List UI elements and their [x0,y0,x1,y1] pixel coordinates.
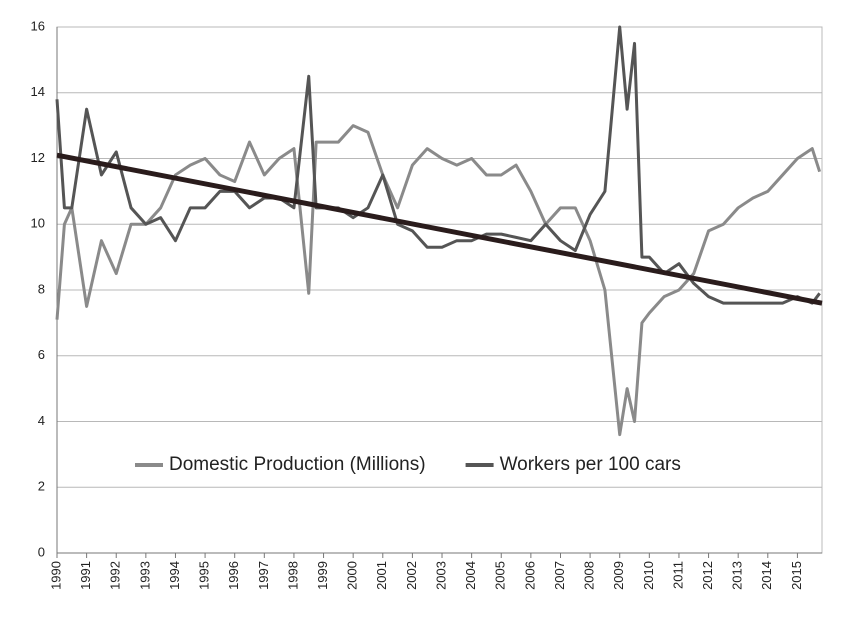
legend: Domestic Production (Millions) Workers pe… [135,454,681,475]
legend-label: Workers per 100 cars [500,454,681,475]
x-tick-label: 2013 [730,561,745,590]
x-tick-label: 2004 [463,561,478,590]
legend-label: Domestic Production (Millions) [169,454,426,475]
x-tick-label: 1992 [108,561,123,590]
x-tick-label: 2001 [374,561,389,590]
y-tick-label: 2 [38,479,45,494]
x-tick-label: 1995 [197,561,212,590]
x-tick-label: 2009 [611,561,626,590]
x-tick-label: 2007 [552,561,567,590]
x-tick-label: 2011 [670,561,685,589]
x-tick-label: 1998 [285,561,300,590]
y-tick-label: 8 [38,281,45,296]
y-tick-label: 6 [38,347,45,362]
x-tick-label: 2015 [789,561,804,590]
x-tick-label: 2008 [582,561,597,590]
x-tick-label: 2005 [493,561,508,590]
x-tick-label: 2003 [433,561,448,590]
y-tick-label: 12 [31,150,45,165]
x-tick-label: 1994 [167,561,182,590]
x-tick-label: 1997 [256,561,271,590]
x-tick-label: 2014 [759,561,774,590]
x-tick-label: 2002 [404,561,419,590]
x-tick-label: 1993 [137,561,152,590]
y-tick-label: 16 [31,18,45,33]
trend-line [56,152,823,306]
y-tick-label: 14 [31,84,45,99]
y-tick-label: 0 [38,544,45,559]
x-tick-label: 1990 [48,561,63,590]
x-tick-label: 1991 [78,561,93,590]
x-tick-label: 2012 [700,561,715,590]
x-tick-label: 2000 [345,561,360,590]
x-tick-label: 1999 [315,561,330,590]
x-tick-label: 2010 [641,561,656,590]
y-tick-label: 10 [31,216,45,231]
y-tick-label: 4 [38,413,45,428]
x-tick-label: 2006 [522,561,537,590]
x-tick-label: 1996 [226,561,241,590]
